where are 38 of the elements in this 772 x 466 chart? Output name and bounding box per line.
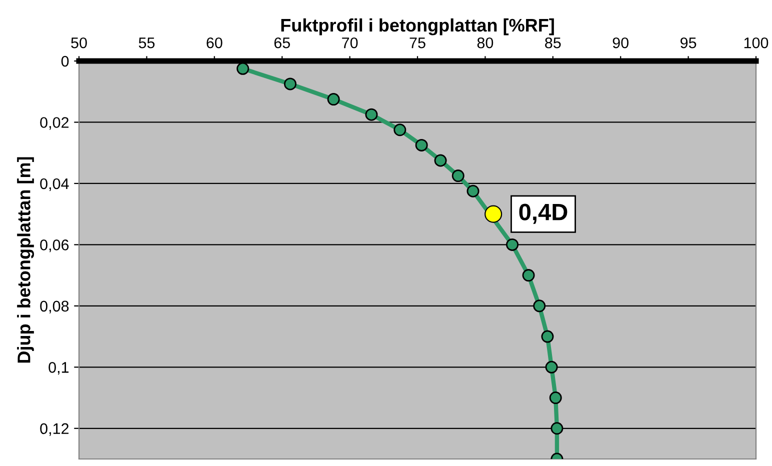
point — [506, 238, 519, 251]
y-tick-label: 0 — [61, 56, 69, 67]
x-tick-label: 55 — [138, 38, 155, 48]
point — [394, 124, 406, 136]
point — [550, 422, 564, 435]
point — [415, 138, 428, 152]
y-tick-label: 0,12 — [40, 423, 69, 436]
x-tick-label: 90 — [612, 37, 628, 48]
point — [284, 78, 296, 90]
point — [365, 108, 378, 121]
point — [327, 93, 340, 106]
x-tick-label: 85 — [545, 37, 561, 48]
annotation: 0,4D — [519, 204, 568, 224]
y-tick-label: 0,06 — [40, 240, 69, 252]
x-tick-label: 95 — [680, 37, 696, 48]
point — [236, 62, 250, 75]
point — [541, 330, 554, 343]
x-tick-label: 50 — [71, 37, 87, 48]
x-tick-label: 70 — [342, 37, 358, 48]
point — [522, 269, 535, 282]
point — [466, 184, 480, 198]
x-tick-label: 80 — [477, 37, 494, 48]
point — [452, 170, 464, 182]
y-tick-label: 0,04 — [40, 178, 69, 191]
x-tick-label: 60 — [206, 37, 222, 48]
y-axis-title: Djup i betongplattan [m] — [17, 157, 34, 363]
point — [484, 205, 502, 223]
x-tick-label: 65 — [274, 37, 290, 48]
point — [434, 154, 447, 167]
x-tick-label: 75 — [410, 38, 426, 48]
x-axis-title: Fuktprofil i betongplattan [%RF] — [281, 18, 554, 36]
y-tick-label: 0,08 — [40, 300, 69, 314]
x-tick-label: 100 — [744, 37, 768, 48]
point — [545, 360, 558, 374]
point — [549, 392, 562, 404]
point — [533, 300, 546, 312]
y-tick-label: 0,1 — [48, 362, 69, 375]
y-tick-label: 0,02 — [40, 117, 69, 130]
